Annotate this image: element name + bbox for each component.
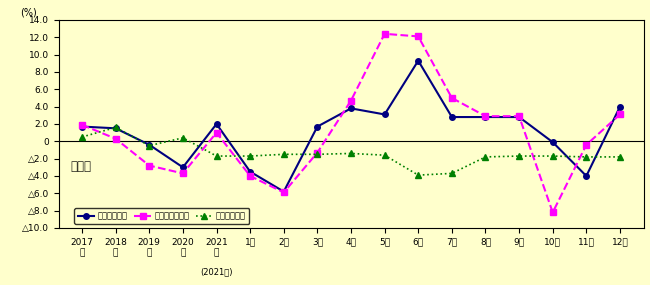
Legend: 現金給与総額, 総実労働時間数, 常用労働者数: 現金給与総額, 総実労働時間数, 常用労働者数 bbox=[74, 208, 250, 224]
Text: (%): (%) bbox=[21, 8, 37, 18]
Text: 製造業: 製造業 bbox=[70, 160, 91, 173]
Text: (2021年): (2021年) bbox=[200, 267, 233, 276]
